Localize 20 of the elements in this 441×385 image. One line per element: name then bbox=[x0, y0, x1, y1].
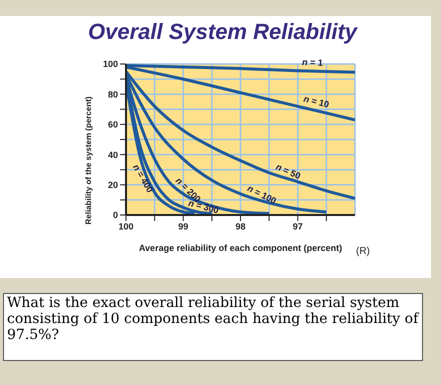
text: n = 50 bbox=[274, 162, 302, 182]
series-label: n = 1 bbox=[302, 56, 324, 68]
text: n = 10 bbox=[302, 94, 330, 110]
y-tick-label: 80 bbox=[108, 89, 118, 100]
text: (R) bbox=[356, 246, 370, 257]
text: n = 400 bbox=[131, 162, 156, 194]
chart-title: Overall System Reliability bbox=[88, 19, 358, 45]
text: n = 100 bbox=[246, 183, 278, 206]
y-axis-title: Reliability of the system (percent) bbox=[84, 96, 93, 224]
y-tick-label: 20 bbox=[108, 180, 118, 190]
text: What is the exact overall reliability of the serial system consisting of 10 components each having the reliability of 97.5%? bbox=[3, 293, 423, 361]
x-tick-label: 98 bbox=[235, 221, 246, 232]
x-tick-label: 99 bbox=[178, 221, 188, 232]
x-tick-label: 100 bbox=[118, 221, 134, 232]
y-tick-label: 0 bbox=[112, 210, 118, 220]
y-tick-label: 60 bbox=[108, 120, 118, 130]
x-tick-label: 97 bbox=[292, 221, 303, 232]
y-tick-label: 40 bbox=[108, 150, 118, 160]
x-axis-title: Average reliability of each component (percent) bbox=[138, 243, 342, 253]
y-tick-label: 100 bbox=[102, 59, 118, 70]
